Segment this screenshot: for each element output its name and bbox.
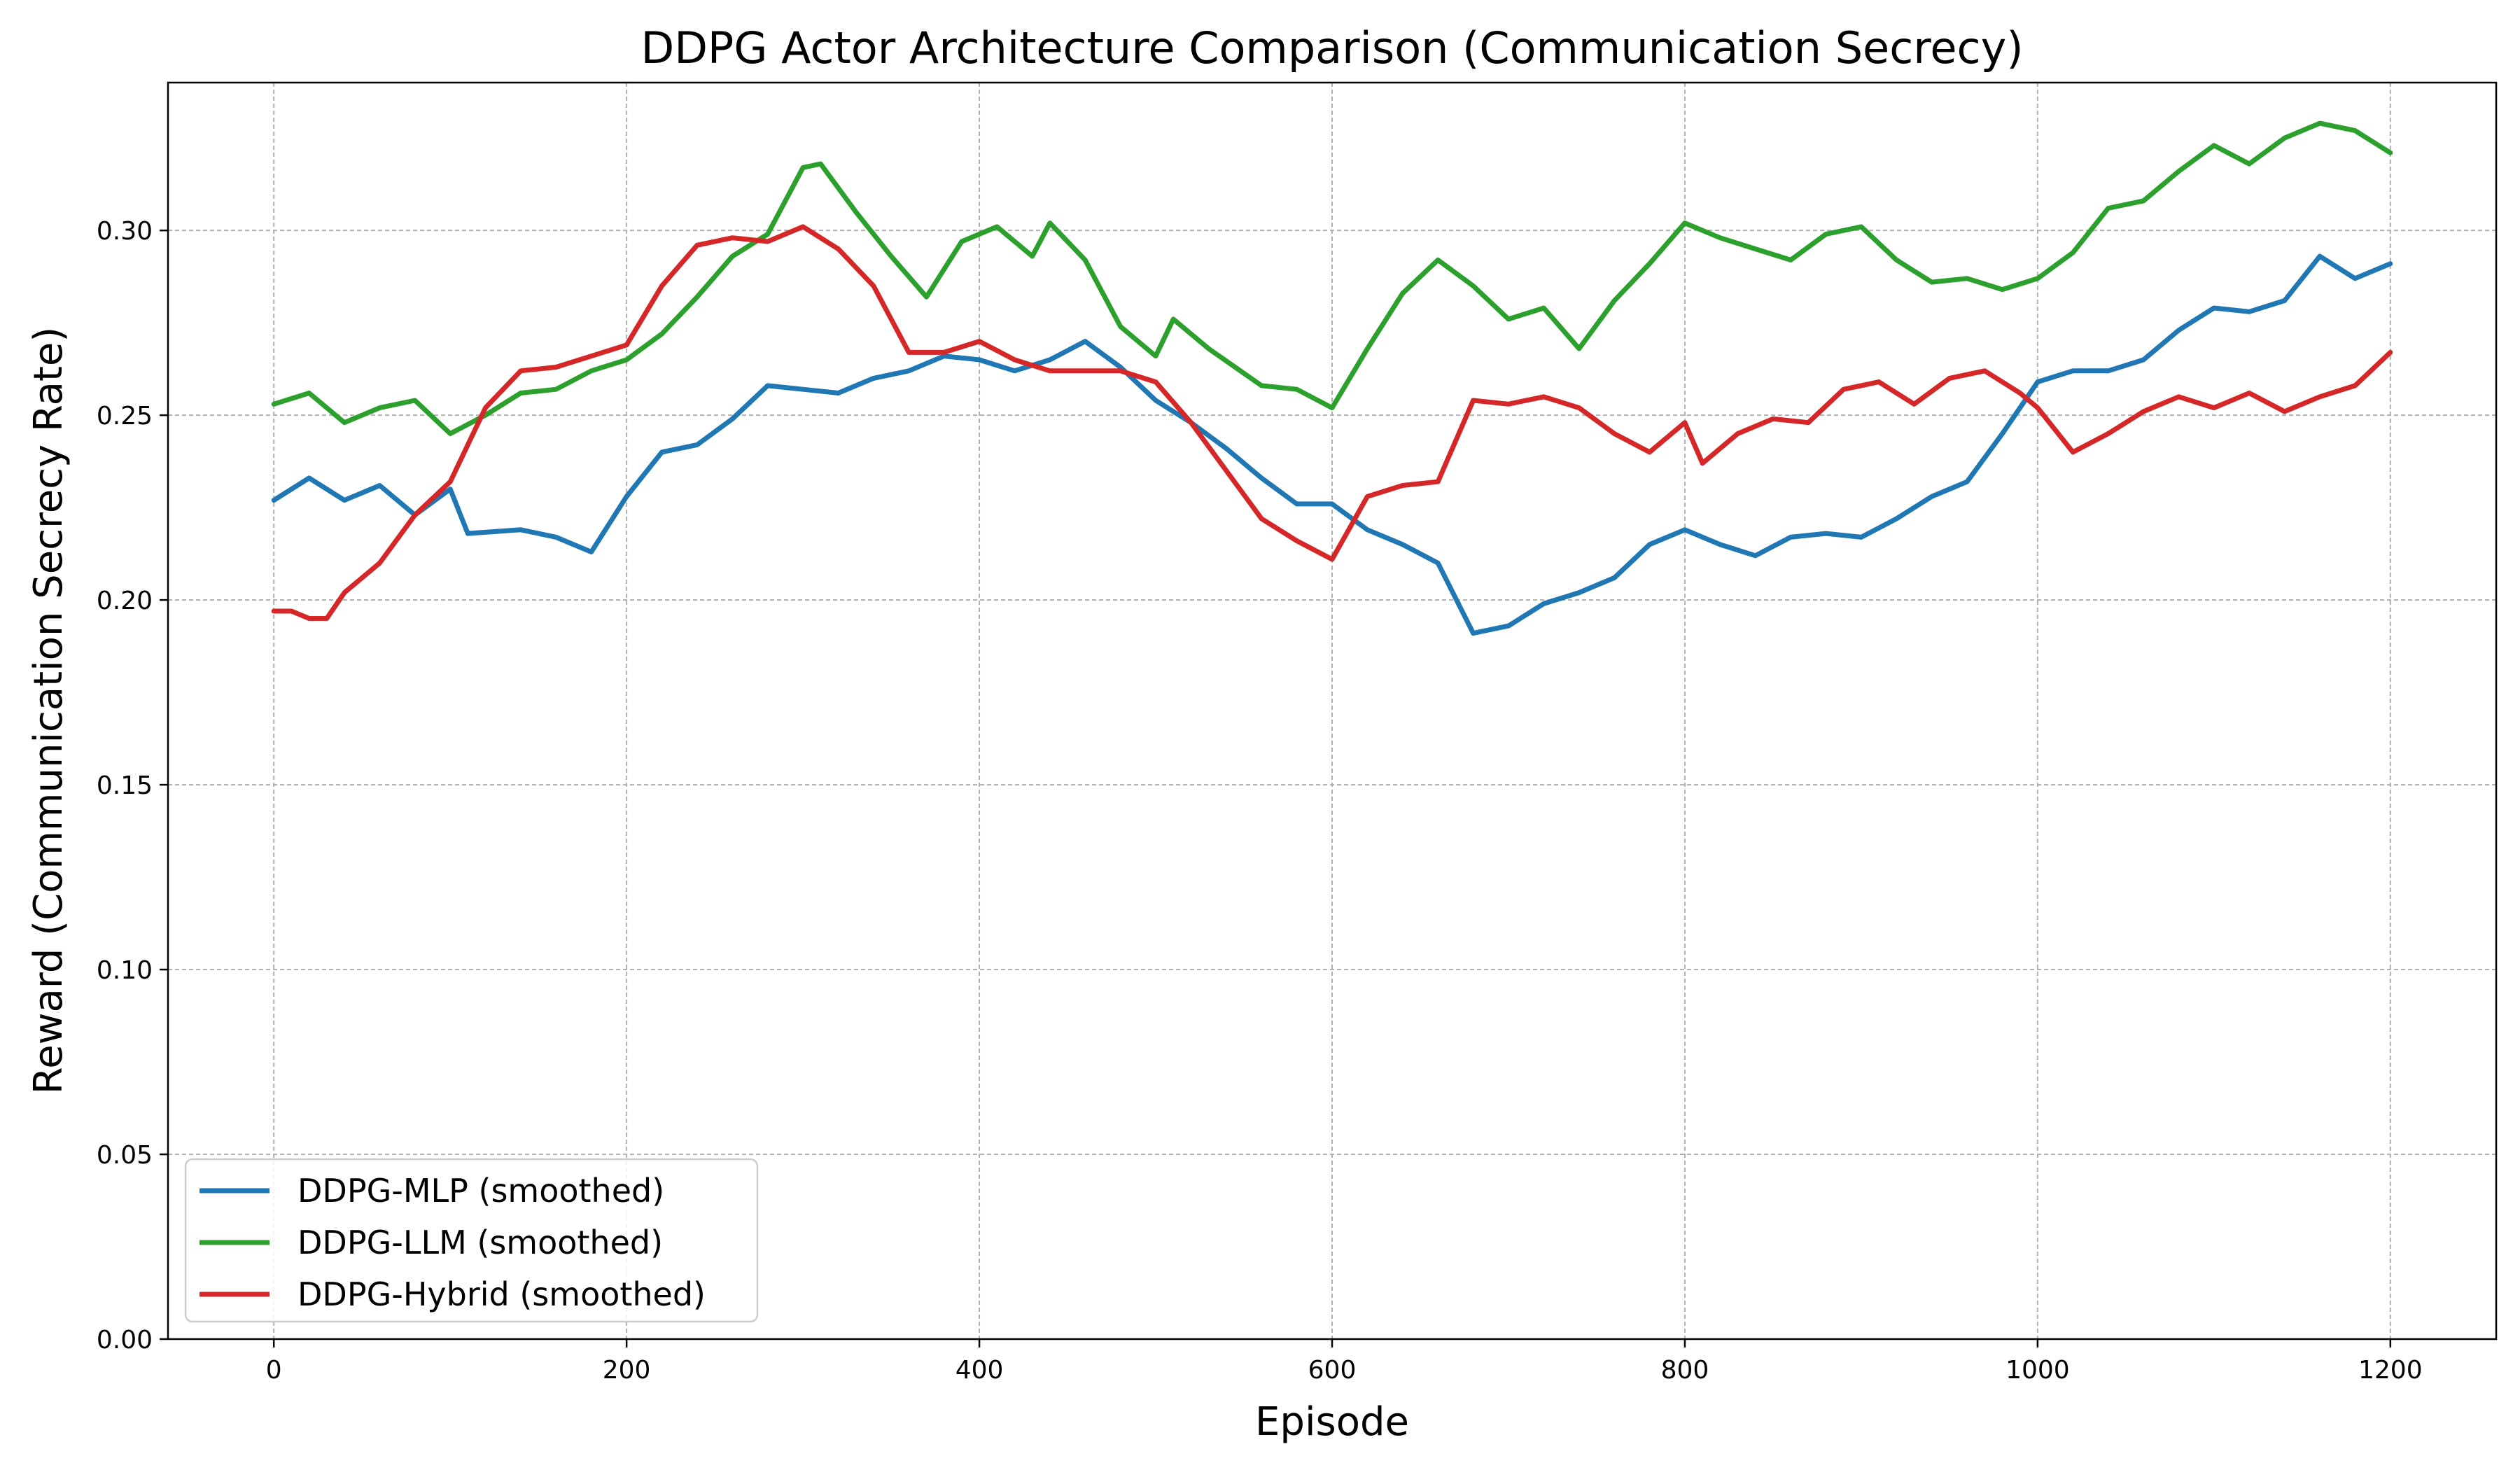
x-tick-label: 1000: [2005, 1356, 2070, 1385]
x-tick-label: 200: [603, 1356, 651, 1385]
series-line-3: [271, 224, 2393, 621]
y-tick-label: 0.10: [97, 956, 153, 985]
x-tick-label: 800: [1661, 1356, 1709, 1385]
x-axis-label: Episode: [1255, 1399, 1409, 1445]
y-tick-label: 0.20: [97, 587, 153, 615]
y-tick-label: 0.05: [97, 1141, 153, 1170]
series-lines: [271, 120, 2393, 636]
legend-label: DDPG-LLM (smoothed): [298, 1224, 663, 1261]
legend-box: [184, 1158, 759, 1323]
x-tick-label: 0: [266, 1356, 282, 1385]
legend-items: DDPG-MLP (smoothed) DDPG-LLM (smoothed) DD…: [200, 1172, 706, 1313]
y-tick-label: 0.30: [97, 217, 153, 246]
x-tick-label: 1200: [2358, 1356, 2423, 1385]
y-axis-label: Reward (Communication Secrecy Rate): [26, 327, 71, 1094]
y-tick-label: 0.15: [97, 771, 153, 800]
y-tick-label: 0.00: [97, 1326, 153, 1354]
series-line-2: [271, 120, 2393, 436]
series-line-1: [271, 253, 2393, 636]
chart-title: DDPG Actor Architecture Comparison (Comm…: [640, 22, 2023, 74]
x-tick-label: 400: [955, 1356, 1004, 1385]
legend-label: DDPG-MLP (smoothed): [298, 1172, 664, 1210]
axis-ticks: 0 200 400 600 800 1000 1200 0.00 0.05 0.10 0.15 0.2…: [97, 217, 2423, 1385]
legend-label: DDPG-Hybrid (smoothed): [298, 1275, 706, 1313]
legend: DDPG-MLP (smoothed) DDPG-LLM (smoothed) DD…: [184, 1158, 759, 1323]
y-tick-label: 0.25: [97, 402, 153, 430]
x-tick-label: 600: [1308, 1356, 1357, 1385]
